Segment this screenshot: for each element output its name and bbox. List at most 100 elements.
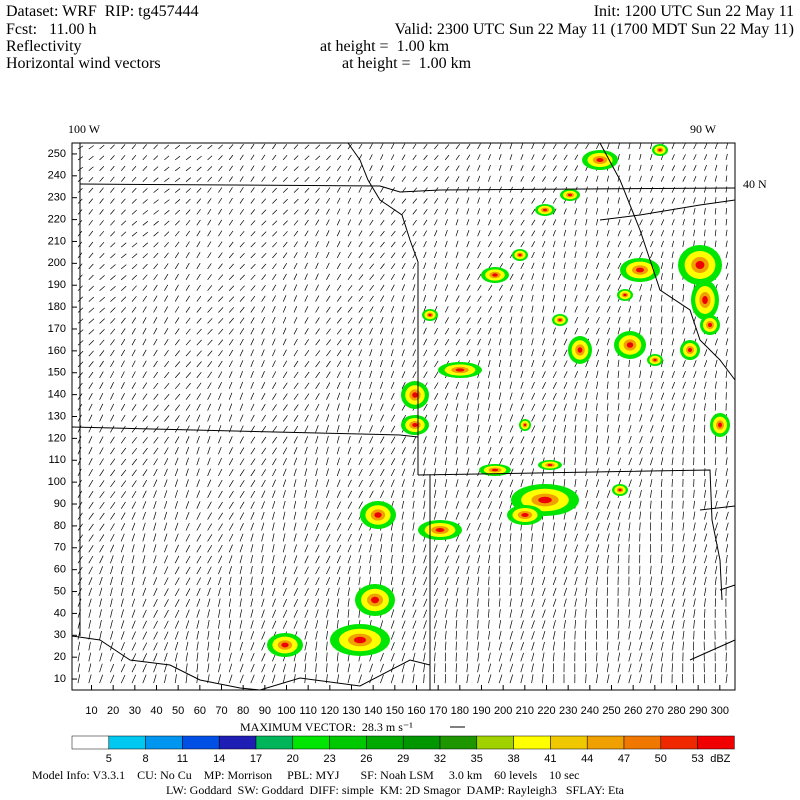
lon-label: 100 W [68, 122, 101, 136]
echo [428, 313, 432, 317]
echo [658, 148, 662, 152]
echo [455, 368, 465, 372]
colorbar: 5 8 11 14 17 20 23 26 29 32 35 38 41 44 47 50 53 dBZ [71, 735, 735, 765]
echo [718, 422, 722, 428]
state-borders [71, 142, 736, 691]
echo [653, 358, 657, 362]
x-tick-label: 130 [342, 705, 360, 717]
x-tick-label: 60 [194, 705, 206, 717]
colorbar-box [182, 735, 220, 750]
max-vector: MAXIMUM VECTOR: 28.3 m s⁻¹ [240, 720, 413, 734]
colorbar-box [255, 735, 294, 750]
x-tick-label: 100 [277, 705, 295, 717]
x-tick-label: 80 [237, 705, 249, 717]
y-tick-label: 130 [48, 410, 66, 422]
reflectivity [267, 144, 730, 657]
y-tick-label: 60 [54, 564, 66, 576]
x-tick-label: 220 [537, 705, 555, 717]
x-tick-label: 20 [107, 705, 119, 717]
x-tick-label: 150 [386, 705, 404, 717]
echo [702, 296, 708, 304]
y-tick-label: 120 [48, 432, 66, 444]
model-info: Model Info: V3.3.1 CU: No Cu MP: Morriso… [32, 768, 579, 782]
echo [547, 464, 553, 466]
colorbar-box [550, 735, 588, 750]
colorbar-box [366, 735, 404, 750]
x-tick-label: 30 [129, 705, 141, 717]
echo [558, 318, 562, 322]
echo [523, 423, 527, 427]
dataset: Dataset: WRF RIP: tg457444 [6, 3, 199, 20]
y-tick-label: 170 [48, 323, 66, 335]
y-tick-label: 200 [48, 257, 66, 269]
x-tick-label: 270 [646, 705, 664, 717]
x-tick-label: 260 [624, 705, 642, 717]
echo [281, 642, 289, 648]
y-tick-label: 100 [48, 476, 66, 488]
axes: 10 20 30 40 50 60 70 80 90 100 110 120 130 140 150 160 1… [48, 148, 729, 717]
echo [412, 392, 418, 398]
echo [626, 342, 634, 348]
x-tick-label: 240 [581, 705, 599, 717]
lon-label: 90 W [690, 122, 717, 136]
colorbar-box [108, 735, 146, 750]
colorbar-label: 14 [213, 753, 225, 765]
field-height: at height = 1.00 km [320, 38, 450, 55]
field-height: at height = 1.00 km [342, 55, 472, 72]
y-tick-label: 40 [54, 607, 66, 619]
colorbar-box [329, 735, 367, 750]
y-tick-label: 70 [54, 542, 66, 554]
y-tick-label: 90 [54, 498, 66, 510]
x-tick-label: 280 [667, 705, 685, 717]
colorbar-box [660, 735, 698, 750]
echo [636, 267, 644, 273]
map-frame [71, 142, 736, 691]
colorbar-units: dBZ [710, 753, 730, 765]
colorbar-box [697, 735, 735, 750]
y-tick-label: 240 [48, 170, 66, 182]
colorbar-label: 20 [287, 753, 299, 765]
x-tick-label: 50 [172, 705, 184, 717]
x-tick-label: 200 [494, 705, 512, 717]
echo [492, 273, 498, 277]
model-info: LW: Goddard SW: Goddard DIFF: simple KM:… [166, 783, 625, 797]
colorbar-label: 38 [507, 753, 519, 765]
echo [695, 261, 705, 269]
x-tick-label: 120 [321, 705, 339, 717]
y-tick-label: 220 [48, 213, 66, 225]
colorbar-box [71, 735, 110, 750]
y-tick-label: 210 [48, 235, 66, 247]
y-tick-label: 10 [54, 673, 66, 685]
init: Init: 1200 UTC Sun 22 May 11 [594, 3, 794, 20]
colorbar-label: 47 [618, 753, 630, 765]
y-tick-label: 80 [54, 520, 66, 532]
colorbar-label: 8 [143, 753, 149, 765]
echo [577, 347, 583, 353]
wind-vector [77, 143, 729, 684]
x-tick-label: 90 [259, 705, 271, 717]
echo [518, 253, 522, 257]
x-tick-label: 10 [85, 705, 97, 717]
x-tick-label: 300 [711, 705, 729, 717]
field-name: Reflectivity [6, 38, 82, 55]
echo [354, 636, 366, 644]
colorbar-label: 17 [250, 753, 262, 765]
colorbar-label: 41 [544, 753, 556, 765]
colorbar-box [586, 735, 625, 750]
x-tick-label: 250 [602, 705, 620, 717]
echo [435, 528, 445, 532]
x-tick-label: 190 [472, 705, 490, 717]
colorbar-label: 50 [655, 753, 667, 765]
wind-vectors [77, 143, 729, 684]
lat-label: 40 N [743, 177, 767, 191]
echo [371, 596, 379, 604]
y-tick-label: 150 [48, 367, 66, 379]
echo [623, 293, 627, 297]
colorbar-label: 35 [471, 753, 483, 765]
colorbar-box [145, 735, 183, 750]
y-tick-label: 20 [54, 651, 66, 663]
x-tick-label: 290 [689, 705, 707, 717]
echo [596, 158, 604, 162]
colorbar-label: 23 [323, 753, 335, 765]
